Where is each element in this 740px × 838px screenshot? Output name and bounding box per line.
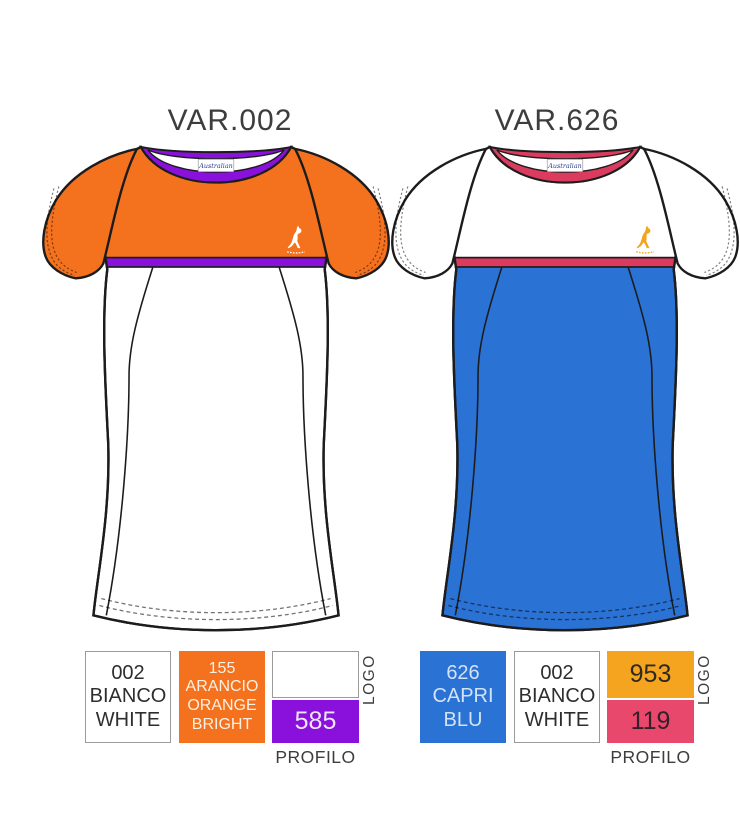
swatch-name: BRIGHT bbox=[191, 715, 253, 733]
variant-title: VAR.626 bbox=[494, 104, 620, 137]
colorway-swatches: 002 BIANCO WHITE 155 ARANCIO ORANGE BRIG… bbox=[85, 651, 415, 781]
swatch-code: 626 bbox=[446, 662, 480, 685]
swatch-name: ARANCIO bbox=[185, 678, 259, 696]
tshirt-flat-drawing-var-626 bbox=[387, 139, 740, 648]
swatch-name: WHITE bbox=[524, 708, 590, 731]
swatch-code: 155 bbox=[208, 659, 236, 677]
swatch-name: ORANGE bbox=[187, 697, 257, 714]
swatch-body-color: 002 BIANCO WHITE bbox=[85, 651, 171, 743]
swatch-name: BIANCO bbox=[518, 685, 596, 708]
swatch-code: 002 bbox=[540, 662, 574, 685]
swatch-name: WHITE bbox=[95, 708, 161, 731]
profile-label: PROFILO bbox=[275, 747, 356, 767]
logo-rotated-label: LOGO bbox=[696, 654, 713, 705]
swatch-logo-color: 953 bbox=[607, 651, 694, 698]
tshirt-flat-drawing-var-002 bbox=[38, 139, 394, 648]
swatch-name: BIANCO bbox=[89, 685, 167, 708]
logo-rotated-label: LOGO bbox=[361, 654, 378, 705]
swatch-name: BLU bbox=[443, 708, 483, 731]
profile-label: PROFILO bbox=[610, 747, 691, 767]
variant-title: VAR.002 bbox=[167, 104, 293, 137]
swatch-name: CAPRI bbox=[432, 685, 494, 708]
swatch-code: 953 bbox=[629, 660, 672, 688]
colorway-swatches: 626 CAPRI BLU 002 BIANCO WHITE 953 119 L… bbox=[420, 651, 740, 781]
swatch-body-color: 626 CAPRI BLU bbox=[420, 651, 506, 743]
swatch-code: 119 bbox=[630, 707, 671, 735]
swatch-yoke-color: 002 BIANCO WHITE bbox=[514, 651, 600, 743]
swatch-profile-color: 119 bbox=[607, 700, 694, 743]
swatch-profile-color: 585 bbox=[272, 700, 359, 743]
swatch-logo-color bbox=[272, 651, 359, 698]
swatch-yoke-color: 155 ARANCIO ORANGE BRIGHT bbox=[179, 651, 265, 743]
swatch-code: 585 bbox=[294, 707, 337, 735]
swatch-code: 002 bbox=[111, 662, 145, 685]
